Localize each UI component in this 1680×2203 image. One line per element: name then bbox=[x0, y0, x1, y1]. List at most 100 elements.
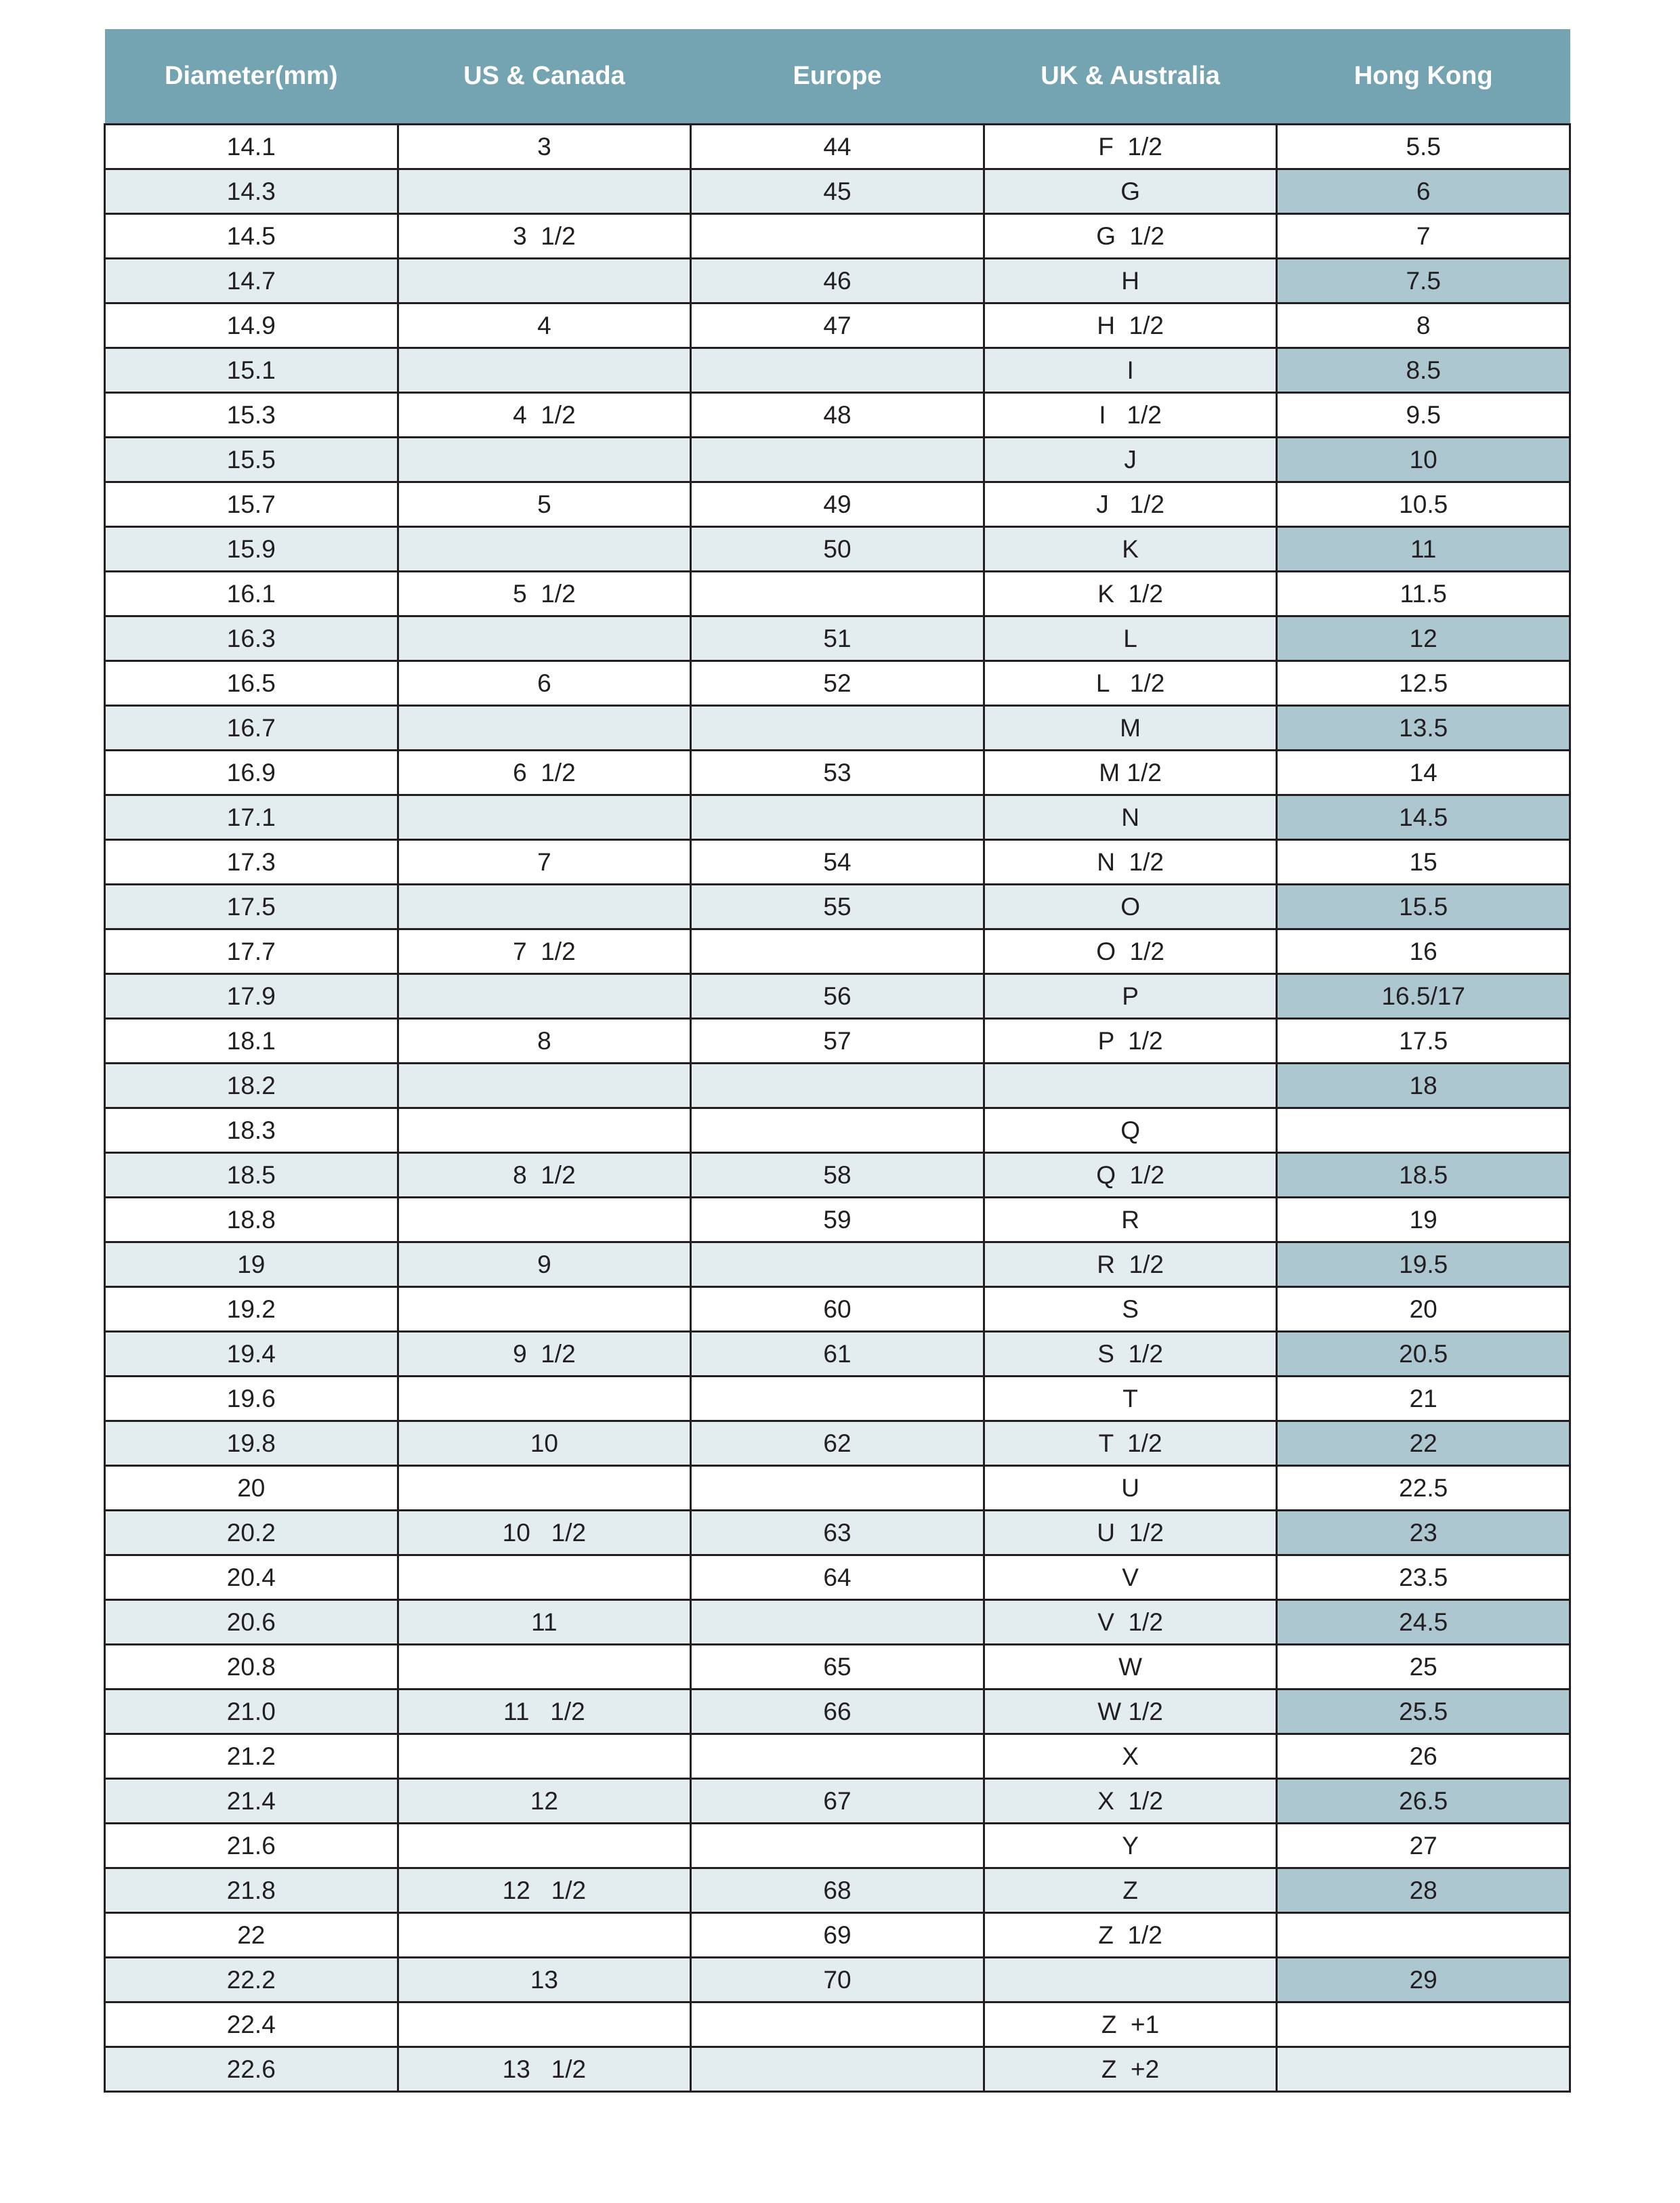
table-row: 21.6 Y 27 bbox=[104, 1822, 1571, 1869]
cell-europe: 46 bbox=[690, 257, 985, 304]
cell-us-canada bbox=[396, 526, 692, 572]
cell-europe: 56 bbox=[690, 973, 985, 1020]
cell-diameter: 19.6 bbox=[104, 1375, 399, 1422]
table-row: 20.2 10 1/2 63 U 1/2 23 bbox=[104, 1509, 1571, 1556]
cell-uk-australia: P bbox=[982, 973, 1278, 1020]
cell-uk-australia: T 1/2 bbox=[982, 1420, 1278, 1467]
cell-europe bbox=[690, 2001, 985, 2048]
table-row: 15.3 4 1/2 48 I 1/2 9.5 bbox=[104, 392, 1571, 438]
cell-hong-kong: 19 bbox=[1276, 1196, 1571, 1243]
cell-europe bbox=[690, 1822, 985, 1869]
cell-uk-australia: U bbox=[982, 1465, 1278, 1511]
cell-europe bbox=[690, 1465, 985, 1511]
header-row: Diameter(mm) US & Canada Europe UK & Aus… bbox=[104, 29, 1570, 125]
cell-uk-australia: M bbox=[982, 705, 1278, 751]
cell-us-canada: 12 1/2 bbox=[396, 1867, 692, 1914]
table-row: 14.9 4 47 H 1/2 8 bbox=[104, 302, 1571, 349]
cell-europe: 44 bbox=[690, 123, 985, 170]
table-row: 18.8 59 R 19 bbox=[104, 1196, 1571, 1243]
cell-hong-kong: 20.5 bbox=[1276, 1330, 1571, 1377]
cell-diameter: 22.6 bbox=[104, 2046, 399, 2093]
table-row: 22.2 13 70 29 bbox=[104, 1956, 1571, 2003]
table-row: 21.0 11 1/2 66 W 1/2 25.5 bbox=[104, 1688, 1571, 1735]
cell-hong-kong: 23 bbox=[1276, 1509, 1571, 1556]
cell-hong-kong: 22.5 bbox=[1276, 1465, 1571, 1511]
cell-diameter: 16.5 bbox=[104, 660, 399, 707]
cell-us-canada bbox=[396, 2001, 692, 2048]
cell-hong-kong: 16 bbox=[1276, 928, 1571, 975]
cell-europe: 70 bbox=[690, 1956, 985, 2003]
cell-hong-kong: 6 bbox=[1276, 168, 1571, 215]
cell-europe: 53 bbox=[690, 749, 985, 796]
cell-uk-australia: H 1/2 bbox=[982, 302, 1278, 349]
cell-hong-kong: 5.5 bbox=[1276, 123, 1571, 170]
cell-diameter: 16.7 bbox=[104, 705, 399, 751]
cell-uk-australia: L bbox=[982, 615, 1278, 662]
cell-uk-australia: R 1/2 bbox=[982, 1241, 1278, 1288]
table-row: 19.2 60 S 20 bbox=[104, 1286, 1571, 1333]
table-row: 20.4 64 V 23.5 bbox=[104, 1554, 1571, 1601]
cell-us-canada bbox=[396, 1196, 692, 1243]
cell-europe: 65 bbox=[690, 1643, 985, 1690]
cell-hong-kong: 21 bbox=[1276, 1375, 1571, 1422]
cell-us-canada: 8 1/2 bbox=[396, 1152, 692, 1198]
cell-uk-australia: Z +2 bbox=[982, 2046, 1278, 2093]
cell-us-canada bbox=[396, 794, 692, 841]
cell-hong-kong bbox=[1276, 1107, 1571, 1154]
cell-europe: 48 bbox=[690, 392, 985, 438]
cell-uk-australia: X bbox=[982, 1733, 1278, 1780]
cell-europe: 60 bbox=[690, 1286, 985, 1333]
cell-europe bbox=[690, 928, 985, 975]
cell-us-canada bbox=[396, 1912, 692, 1958]
header-us-canada: US & Canada bbox=[398, 29, 691, 125]
cell-us-canada: 13 1/2 bbox=[396, 2046, 692, 2093]
cell-diameter: 20.4 bbox=[104, 1554, 399, 1601]
cell-uk-australia: Z bbox=[982, 1867, 1278, 1914]
table-row: 16.1 5 1/2 K 1/2 11.5 bbox=[104, 570, 1571, 617]
cell-us-canada: 7 1/2 bbox=[396, 928, 692, 975]
cell-us-canada: 11 1/2 bbox=[396, 1688, 692, 1735]
cell-hong-kong: 15.5 bbox=[1276, 883, 1571, 930]
table-row: 18.3 Q bbox=[104, 1107, 1571, 1154]
cell-us-canada: 5 1/2 bbox=[396, 570, 692, 617]
cell-diameter: 17.7 bbox=[104, 928, 399, 975]
cell-europe: 59 bbox=[690, 1196, 985, 1243]
cell-uk-australia: T bbox=[982, 1375, 1278, 1422]
cell-europe: 50 bbox=[690, 526, 985, 572]
cell-diameter: 17.5 bbox=[104, 883, 399, 930]
cell-uk-australia: H bbox=[982, 257, 1278, 304]
header-europe: Europe bbox=[690, 29, 984, 125]
cell-us-canada bbox=[396, 973, 692, 1020]
cell-uk-australia: Z +1 bbox=[982, 2001, 1278, 2048]
cell-hong-kong: 27 bbox=[1276, 1822, 1571, 1869]
cell-hong-kong bbox=[1276, 2001, 1571, 2048]
cell-diameter: 15.9 bbox=[104, 526, 399, 572]
cell-us-canada bbox=[396, 615, 692, 662]
cell-hong-kong: 12 bbox=[1276, 615, 1571, 662]
cell-uk-australia: I 1/2 bbox=[982, 392, 1278, 438]
cell-uk-australia: N bbox=[982, 794, 1278, 841]
table-row: 15.7 5 49 J 1/2 10.5 bbox=[104, 481, 1571, 528]
cell-us-canada bbox=[396, 1822, 692, 1869]
cell-europe: 69 bbox=[690, 1912, 985, 1958]
cell-europe: 55 bbox=[690, 883, 985, 930]
cell-us-canada: 5 bbox=[396, 481, 692, 528]
cell-uk-australia: J bbox=[982, 436, 1278, 483]
cell-diameter: 20.6 bbox=[104, 1599, 399, 1645]
table-row: 19.6 T 21 bbox=[104, 1375, 1571, 1422]
cell-uk-australia: W bbox=[982, 1643, 1278, 1690]
cell-uk-australia: F 1/2 bbox=[982, 123, 1278, 170]
cell-europe: 66 bbox=[690, 1688, 985, 1735]
cell-diameter: 14.1 bbox=[104, 123, 399, 170]
cell-europe: 54 bbox=[690, 839, 985, 885]
cell-diameter: 18.5 bbox=[104, 1152, 399, 1198]
cell-uk-australia bbox=[982, 1956, 1278, 2003]
cell-europe: 63 bbox=[690, 1509, 985, 1556]
cell-europe bbox=[690, 213, 985, 259]
table-row: 14.7 46 H 7.5 bbox=[104, 257, 1571, 304]
cell-uk-australia: N 1/2 bbox=[982, 839, 1278, 885]
cell-us-canada: 7 bbox=[396, 839, 692, 885]
table-row: 19 9 R 1/2 19.5 bbox=[104, 1241, 1571, 1288]
cell-hong-kong: 23.5 bbox=[1276, 1554, 1571, 1601]
table-row: 22 69 Z 1/2 bbox=[104, 1912, 1571, 1958]
